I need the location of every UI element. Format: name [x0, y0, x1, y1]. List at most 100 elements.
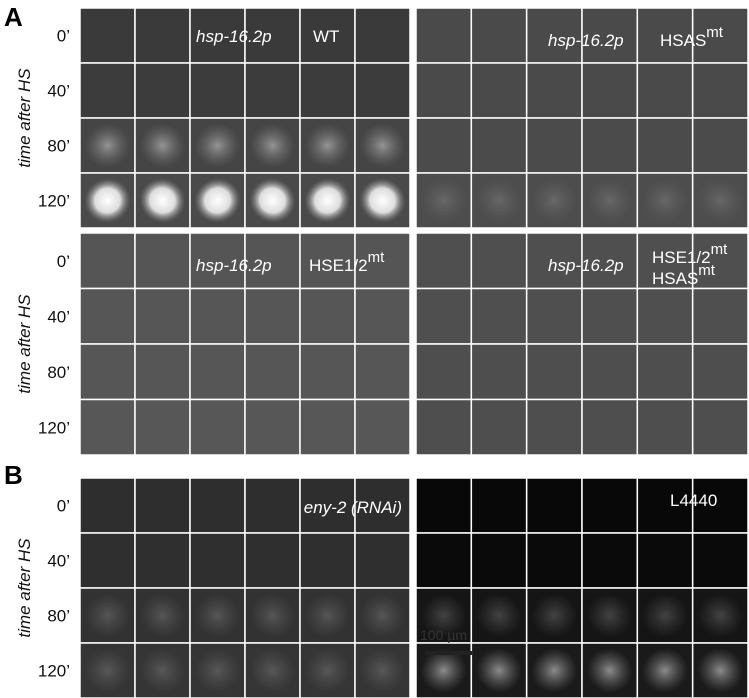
- image-cell: [190, 533, 245, 588]
- image-cell: [245, 533, 300, 588]
- image-cell: [80, 400, 135, 456]
- image-cell: [471, 400, 526, 456]
- image-cell: [693, 118, 748, 173]
- image-cell: [693, 344, 748, 400]
- condition: eny-2 (RNAi): [304, 498, 402, 517]
- image-cell: [355, 533, 410, 588]
- image-cell: [135, 233, 190, 289]
- time-label: 0’: [57, 27, 70, 46]
- axis-label: time after HS: [15, 538, 34, 638]
- figure: A B time after HS time after HS time aft…: [0, 0, 749, 698]
- time-label: 0’: [57, 497, 70, 516]
- image-cell: [300, 400, 355, 456]
- scale-bar-label: 100 µm: [420, 627, 467, 643]
- image-cell: [527, 118, 582, 173]
- image-cell: [471, 8, 526, 63]
- image-cell: [416, 63, 471, 118]
- image-cell: [471, 344, 526, 400]
- time-label: 120’: [38, 418, 70, 437]
- superscript: mt: [698, 262, 715, 279]
- image-cell: [245, 63, 300, 118]
- image-cell: [637, 118, 692, 173]
- image-cell: [416, 400, 471, 456]
- panel-label: A: [4, 2, 23, 32]
- image-cell: [135, 63, 190, 118]
- image-cell: [80, 478, 135, 533]
- image-cell: [471, 533, 526, 588]
- image-cell: [80, 344, 135, 400]
- image-cell: [471, 118, 526, 173]
- image-cell: [693, 533, 748, 588]
- time-label: 40’: [47, 552, 70, 571]
- image-cell: [190, 63, 245, 118]
- image-cell: [135, 344, 190, 400]
- image-cell: [245, 400, 300, 456]
- image-cell: [245, 289, 300, 345]
- image-cell: [416, 533, 471, 588]
- axis-label: time after HS: [15, 68, 34, 168]
- image-cell: [637, 289, 692, 345]
- image-cell: [416, 118, 471, 173]
- promoter: hsp-16.2p: [548, 31, 624, 50]
- image-cell: [355, 8, 410, 63]
- time-label: 120’: [38, 662, 70, 681]
- image-cell: [693, 63, 748, 118]
- image-cell: [527, 63, 582, 118]
- image-cell: [637, 400, 692, 456]
- image-cell: [300, 63, 355, 118]
- superscript: mt: [706, 24, 723, 41]
- image-cell: [135, 400, 190, 456]
- genotype-text: HSE1/2: [309, 256, 368, 275]
- image-cell: [416, 8, 471, 63]
- image-cell: [135, 8, 190, 63]
- image-cell: [190, 478, 245, 533]
- time-label: 40’: [47, 307, 70, 326]
- image-cell: [416, 344, 471, 400]
- image-cell: [471, 289, 526, 345]
- image-cell: [355, 289, 410, 345]
- image-cell: [245, 344, 300, 400]
- time-label: 80’: [47, 137, 70, 156]
- image-cell: [637, 344, 692, 400]
- image-cell: [637, 63, 692, 118]
- image-cell: [582, 63, 637, 118]
- image-cell: [80, 533, 135, 588]
- promoter: hsp-16.2p: [196, 27, 272, 46]
- image-cell: [135, 533, 190, 588]
- image-cell: [471, 63, 526, 118]
- image-cell: [527, 478, 582, 533]
- image-cell: [637, 533, 692, 588]
- image-cell: [416, 478, 471, 533]
- genotype-text: HSAS: [652, 269, 698, 288]
- image-cell: [135, 289, 190, 345]
- time-label: 40’: [47, 82, 70, 101]
- time-label: 0’: [57, 252, 70, 271]
- image-cell: [527, 400, 582, 456]
- image-grid: [78, 8, 749, 698]
- image-cell: [80, 289, 135, 345]
- time-label: 80’: [47, 363, 70, 382]
- image-cell: [527, 289, 582, 345]
- axis-label: time after HS: [15, 294, 34, 394]
- image-cell: [582, 533, 637, 588]
- image-cell: [190, 289, 245, 345]
- condition: L4440: [670, 491, 717, 510]
- promoter: hsp-16.2p: [196, 256, 272, 275]
- image-cell: [300, 289, 355, 345]
- image-cell: [471, 233, 526, 289]
- image-cell: [693, 400, 748, 456]
- image-cell: [245, 478, 300, 533]
- image-cell: [355, 344, 410, 400]
- image-cell: [300, 533, 355, 588]
- time-label: 120’: [38, 192, 70, 211]
- image-cell: [527, 344, 582, 400]
- image-cell: [80, 63, 135, 118]
- image-cell: [582, 478, 637, 533]
- superscript: mt: [368, 249, 385, 266]
- genotype-text: HSAS: [660, 31, 706, 50]
- image-cell: [582, 400, 637, 456]
- image-cell: [190, 344, 245, 400]
- genotype: WT: [313, 27, 339, 46]
- time-label: 80’: [47, 607, 70, 626]
- image-cell: [355, 63, 410, 118]
